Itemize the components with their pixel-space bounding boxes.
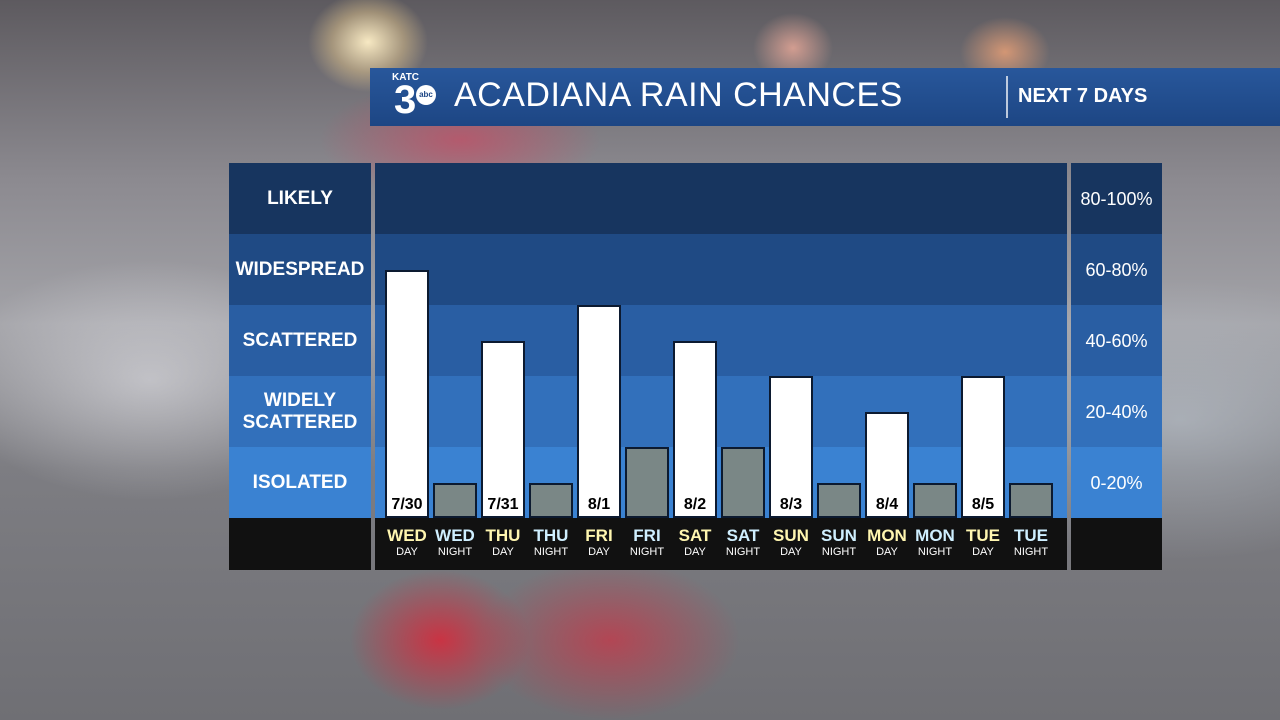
- x-label-day: SAT: [678, 526, 712, 545]
- bar-sun-day: [769, 376, 813, 518]
- bar-tue-day: [961, 376, 1005, 518]
- x-label-day: FRI: [585, 526, 613, 545]
- band-label-widely-scattered: WIDELY SCATTERED: [229, 376, 371, 447]
- date-label: 8/5: [971, 496, 995, 513]
- x-label-day: TUE: [966, 526, 1000, 545]
- header-bar: KATC 3 abc ACADIANA RAIN CHANCES NEXT 7 …: [370, 68, 1280, 126]
- x-label-day: SAT: [726, 526, 760, 545]
- band-label-likely: LIKELY: [229, 163, 371, 234]
- x-label-period: NIGHT: [533, 546, 569, 558]
- x-label-wed-day: WED DAY: [384, 526, 430, 559]
- plot-band-likely: [375, 163, 1067, 234]
- x-label-period: DAY: [780, 546, 802, 558]
- network-logo: abc: [416, 85, 436, 105]
- x-label-period: NIGHT: [821, 546, 857, 558]
- plot-band-scattered: [375, 305, 1067, 376]
- band-label-widely-scattered-text: WIDELY SCATTERED: [242, 389, 358, 433]
- bar-sat-night: [721, 447, 765, 518]
- percent-label-40-60: 40-60%: [1071, 305, 1162, 376]
- x-label-period: DAY: [396, 546, 418, 558]
- x-label-period: DAY: [972, 546, 994, 558]
- x-label-day: THU: [533, 526, 569, 545]
- bar-fri-day: [577, 305, 621, 518]
- x-label-day: MON: [867, 526, 907, 545]
- bar-wed-night: [433, 482, 477, 518]
- category-labels: LIKELY WIDESPREAD SCATTERED WIDELY SCATT…: [229, 163, 371, 518]
- bar-sun-night: [817, 482, 861, 518]
- x-label-day: MON: [915, 526, 955, 545]
- chart-plot: 7/30 7/31 8/1 8/2 8/3 8/4 8/5: [375, 163, 1067, 518]
- x-label-period: NIGHT: [629, 546, 665, 558]
- x-label-period: NIGHT: [437, 546, 473, 558]
- bar-thu-day: [481, 340, 525, 518]
- percent-label-20-40: 20-40%: [1071, 376, 1162, 447]
- percent-label-0-20: 0-20%: [1071, 447, 1162, 518]
- x-label-sat-night: SAT NIGHT: [720, 526, 766, 559]
- plot-band-widespread: [375, 234, 1067, 305]
- x-label-day: TUE: [1014, 526, 1048, 545]
- band-label-scattered: SCATTERED: [229, 305, 371, 376]
- x-label-mon-day: MON DAY: [864, 526, 910, 559]
- x-label-sun-night: SUN NIGHT: [816, 526, 862, 559]
- x-label-period: NIGHT: [1013, 546, 1049, 558]
- percent-labels: 80-100% 60-80% 40-60% 20-40% 0-20%: [1071, 163, 1162, 518]
- date-label: 8/1: [587, 496, 611, 513]
- bar-wed-day: [385, 269, 429, 518]
- date-label: 8/4: [875, 496, 899, 513]
- x-label-day: WED: [435, 526, 475, 545]
- x-label-fri-day: FRI DAY: [576, 526, 622, 559]
- x-label-period: NIGHT: [917, 546, 953, 558]
- percent-label-80-100: 80-100%: [1071, 163, 1162, 234]
- bar-mon-day: [865, 411, 909, 518]
- band-label-isolated: ISOLATED: [229, 447, 371, 518]
- x-label-day: SUN: [773, 526, 809, 545]
- x-label-period: DAY: [492, 546, 514, 558]
- footer-left-panel: [229, 518, 371, 570]
- date-label: 7/31: [487, 496, 519, 513]
- x-label-wed-night: WED NIGHT: [432, 526, 478, 559]
- x-label-fri-night: FRI NIGHT: [624, 526, 670, 559]
- x-axis-labels: WED DAY WED NIGHT THU DAY THU NIGHT FRI DAY FRI NIG…: [375, 518, 1067, 570]
- bar-thu-night: [529, 482, 573, 518]
- bar-tue-night: [1009, 482, 1053, 518]
- x-label-thu-day: THU DAY: [480, 526, 526, 559]
- x-label-period: DAY: [684, 546, 706, 558]
- page-subtitle: NEXT 7 DAYS: [1018, 85, 1148, 107]
- date-label: 8/2: [683, 496, 707, 513]
- logo-text: KATC: [392, 72, 420, 83]
- footer-right-panel: [1071, 518, 1162, 570]
- x-label-sat-day: SAT DAY: [672, 526, 718, 559]
- x-label-period: DAY: [588, 546, 610, 558]
- x-label-tue-day: TUE DAY: [960, 526, 1006, 559]
- page-title: ACADIANA RAIN CHANCES: [454, 76, 903, 114]
- x-label-period: NIGHT: [725, 546, 761, 558]
- x-label-day: SUN: [821, 526, 857, 545]
- x-label-period: DAY: [876, 546, 898, 558]
- header-divider: [1006, 76, 1008, 118]
- bar-sat-day: [673, 340, 717, 518]
- band-label-widespread: WIDESPREAD: [229, 234, 371, 305]
- percent-label-60-80: 60-80%: [1071, 234, 1162, 305]
- date-label: 8/3: [779, 496, 803, 513]
- station-logo: KATC 3 abc: [390, 72, 440, 122]
- x-label-thu-night: THU NIGHT: [528, 526, 574, 559]
- x-label-mon-night: MON NIGHT: [912, 526, 958, 559]
- bar-mon-night: [913, 482, 957, 518]
- x-label-day: THU: [485, 526, 521, 545]
- x-label-day: FRI: [633, 526, 661, 545]
- date-label: 7/30: [391, 496, 423, 513]
- x-label-day: WED: [387, 526, 427, 545]
- x-label-sun-day: SUN DAY: [768, 526, 814, 559]
- bar-fri-night: [625, 447, 669, 518]
- logo-number: 3: [394, 78, 417, 122]
- x-label-tue-night: TUE NIGHT: [1008, 526, 1054, 559]
